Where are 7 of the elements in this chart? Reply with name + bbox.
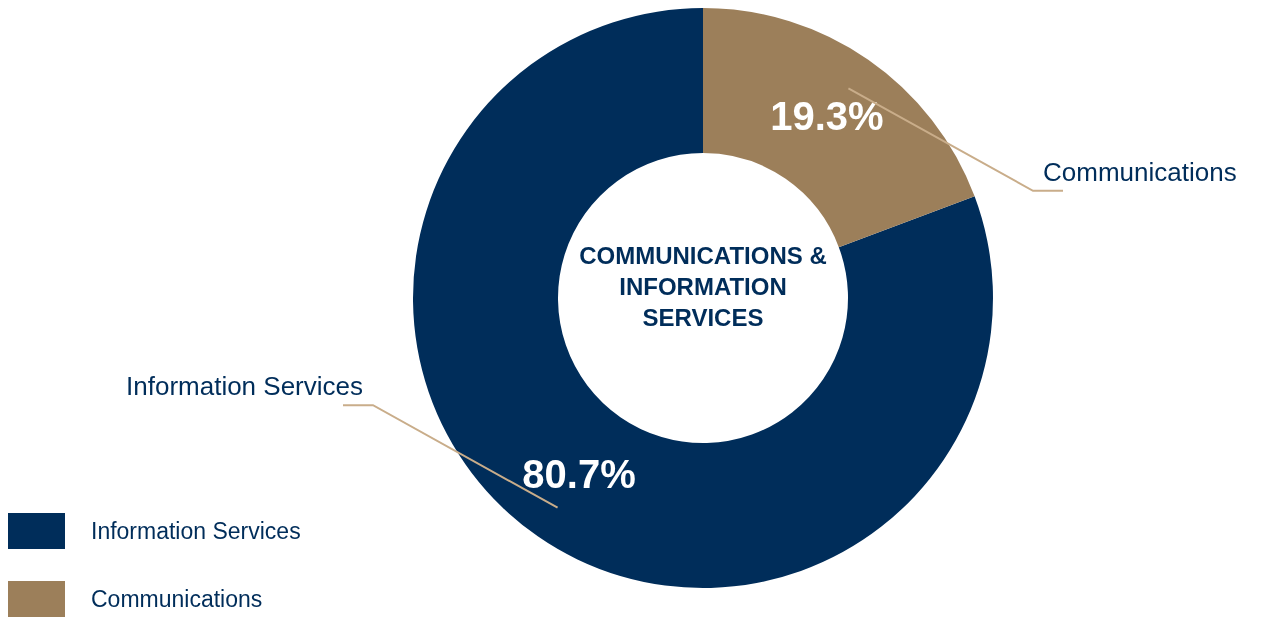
text: COMMUNICATIONS & INFORMATION SERVICES (578, 241, 828, 333)
slice-label: Communications (1043, 156, 1237, 187)
data-label: 19.3% (770, 94, 884, 139)
slice-label: Information Services (126, 371, 363, 402)
legend-label: Information Services (91, 517, 301, 545)
data-label: 80.7% (522, 451, 636, 496)
legend-label: Communications (91, 585, 263, 613)
